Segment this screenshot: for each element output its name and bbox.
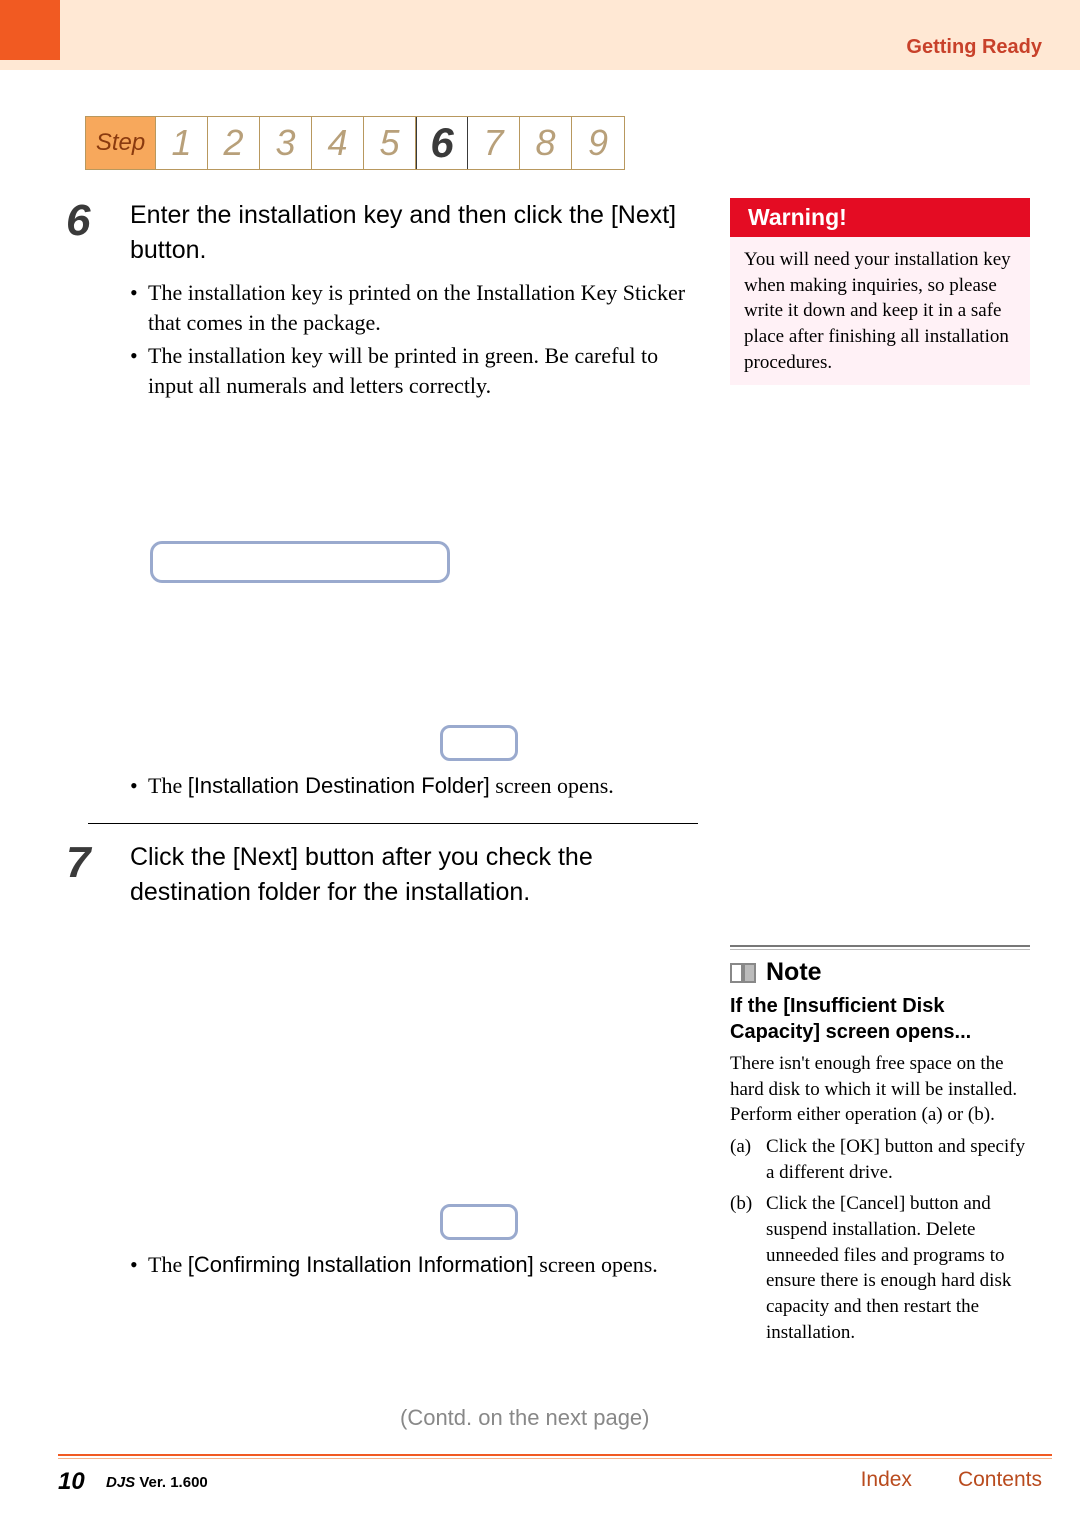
note-option-b: (b) Click the [Cancel] button and suspen…	[730, 1191, 1030, 1345]
footer-rule	[58, 1454, 1052, 1456]
step-6-bullet-2-text: The installation key will be printed in …	[148, 343, 658, 398]
note-option-a-text: Click the [OK] button and specify a diff…	[766, 1136, 1025, 1183]
step-cell-2: 2	[208, 117, 260, 169]
header-section-label: Getting Ready	[906, 36, 1042, 58]
footer-links: Index Contents	[861, 1468, 1042, 1492]
step-6-screenshot-placeholder	[140, 441, 698, 761]
step-cell-1: 1	[156, 117, 208, 169]
side-column: Warning! You will need your installation…	[730, 198, 1030, 1351]
step-cell-6-current: 6	[416, 117, 468, 169]
note-option-b-text: Click the [Cancel] button and suspend in…	[766, 1193, 1011, 1342]
step-cell-3: 3	[260, 117, 312, 169]
step-7-content: Click the [Next] button after you check …	[130, 840, 698, 910]
step-7-heading: Click the [Next] button after you check …	[130, 840, 698, 910]
note-body: There isn't enough free space on the har…	[730, 1051, 1030, 1128]
header-section-wrap: Getting Ready	[906, 36, 1042, 59]
step-cell-7: 7	[468, 117, 520, 169]
installation-key-input-outline	[150, 541, 450, 583]
next-button-outline-2	[440, 1204, 518, 1240]
next-button-outline-1	[440, 725, 518, 761]
step-6-heading: Enter the installation key and then clic…	[130, 198, 698, 268]
note-sub-rule	[730, 949, 1030, 950]
step-6-result-bold: [Installation Destination Folder]	[188, 773, 490, 798]
step-6-bullet-1-text: The installation key is printed on the I…	[148, 280, 685, 335]
footer-link-contents[interactable]: Contents	[958, 1468, 1042, 1492]
step-6-result: The [Installation Destination Folder] sc…	[130, 773, 698, 799]
note-box: Note If the [Insufficient Disk Capacity]…	[730, 945, 1030, 1345]
note-top-rule	[730, 945, 1030, 947]
warning-body: You will need your installation key when…	[730, 237, 1030, 385]
step-6-bullets: The installation key is printed on the I…	[130, 278, 698, 401]
side-spacer	[730, 385, 1030, 945]
step-cell-4: 4	[312, 117, 364, 169]
note-option-a: (a) Click the [OK] button and specify a …	[730, 1134, 1030, 1185]
step-6-block: 6 Enter the installation key and then cl…	[60, 198, 698, 401]
note-options: (a) Click the [OK] button and specify a …	[730, 1134, 1030, 1345]
step-6-result-suffix: screen opens.	[490, 773, 614, 798]
step-divider	[88, 823, 698, 824]
step-7-result-prefix: The	[148, 1252, 188, 1277]
note-option-b-marker: (b)	[730, 1191, 752, 1217]
step-cell-5: 5	[364, 117, 416, 169]
note-title-row: Note	[730, 958, 1030, 987]
step-7-number: 7	[66, 838, 90, 888]
product-version-label: Ver. 1.600	[135, 1474, 208, 1491]
footer-sub-rule	[58, 1458, 1052, 1459]
step-6-number: 6	[66, 196, 90, 246]
step-cell-8: 8	[520, 117, 572, 169]
product-name: DJS	[106, 1474, 135, 1491]
note-subtitle: If the [Insufficient Disk Capacity] scre…	[730, 993, 1030, 1045]
note-title: Note	[766, 958, 822, 987]
warning-box: Warning! You will need your installation…	[730, 198, 1030, 385]
warning-title: Warning!	[730, 198, 1030, 237]
footer-link-index[interactable]: Index	[861, 1468, 912, 1492]
step-7-result-suffix: screen opens.	[534, 1252, 658, 1277]
step-7-block: 7 Click the [Next] button after you chec…	[60, 840, 698, 910]
step-6-bullet-2: The installation key will be printed in …	[130, 341, 698, 400]
page-number: 10	[58, 1468, 85, 1496]
note-icon	[730, 961, 758, 985]
step-indicator: Step 1 2 3 4 5 6 7 8 9	[85, 116, 625, 170]
note-option-a-marker: (a)	[730, 1134, 751, 1160]
step-7-screenshot-placeholder	[140, 940, 698, 1240]
step-7-result-bold: [Confirming Installation Information]	[188, 1252, 534, 1277]
header-bar: Getting Ready	[0, 0, 1080, 70]
step-6-bullet-1: The installation key is printed on the I…	[130, 278, 698, 337]
step-7-result: The [Confirming Installation Information…	[130, 1252, 698, 1278]
page: Getting Ready Step 1 2 3 4 5 6 7 8 9 6 E…	[0, 0, 1080, 1529]
step-cell-9: 9	[572, 117, 624, 169]
continued-label: (Contd. on the next page)	[400, 1405, 650, 1431]
main-column: 6 Enter the installation key and then cl…	[60, 198, 698, 1278]
product-version: DJS Ver. 1.600	[106, 1474, 208, 1491]
header-accent-box	[0, 0, 60, 60]
step-indicator-label: Step	[86, 117, 156, 169]
step-6-content: Enter the installation key and then clic…	[130, 198, 698, 401]
step-6-result-prefix: The	[148, 773, 188, 798]
